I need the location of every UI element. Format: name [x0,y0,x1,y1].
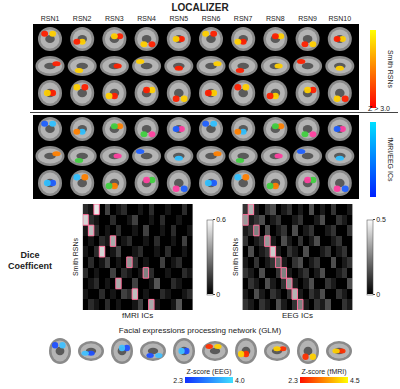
svg-text:Coefficent: Coefficent [8,261,52,271]
svg-text:Smith RSNs: Smith RSNs [232,237,239,276]
svg-text:Facial expressions processing: Facial expressions processing network (G… [119,326,282,335]
svg-text:2.3: 2.3 [288,377,298,384]
svg-text:fMRI ICs: fMRI ICs [122,311,153,320]
svg-text:RSN9: RSN9 [298,15,317,22]
svg-text:Smith RSNs: Smith RSNs [387,50,394,89]
svg-text:Z-score (fMRI): Z-score (fMRI) [301,368,346,376]
svg-text:4.5: 4.5 [350,377,360,384]
svg-text:fMRI/EEG ICs: fMRI/EEG ICs [387,138,394,182]
svg-text:RSN6: RSN6 [202,15,221,22]
svg-text:EEG ICs: EEG ICs [282,311,313,320]
svg-text:RSN5: RSN5 [169,15,188,22]
svg-text:LOCALIZER: LOCALIZER [171,2,229,13]
svg-text:RSN3: RSN3 [105,15,124,22]
svg-text:Z-score (EEG): Z-score (EEG) [186,368,231,376]
svg-text:0.5: 0.5 [376,216,386,223]
svg-text:0: 0 [216,291,220,298]
svg-text:Dice: Dice [20,250,39,260]
svg-text:RSN8: RSN8 [266,15,285,22]
svg-text:Z > 3.0: Z > 3.0 [368,105,390,112]
svg-text:RSN2: RSN2 [73,15,92,22]
svg-text:Smith RSNs: Smith RSNs [72,237,79,276]
svg-text:0: 0 [376,291,380,298]
svg-text:4.0: 4.0 [235,377,245,384]
svg-text:RSN10: RSN10 [329,15,352,22]
svg-text:2.3: 2.3 [173,377,183,384]
svg-text:RSN4: RSN4 [137,15,156,22]
svg-text:0.6: 0.6 [216,216,226,223]
svg-text:RSN7: RSN7 [234,15,253,22]
svg-text:RSN1: RSN1 [41,15,60,22]
